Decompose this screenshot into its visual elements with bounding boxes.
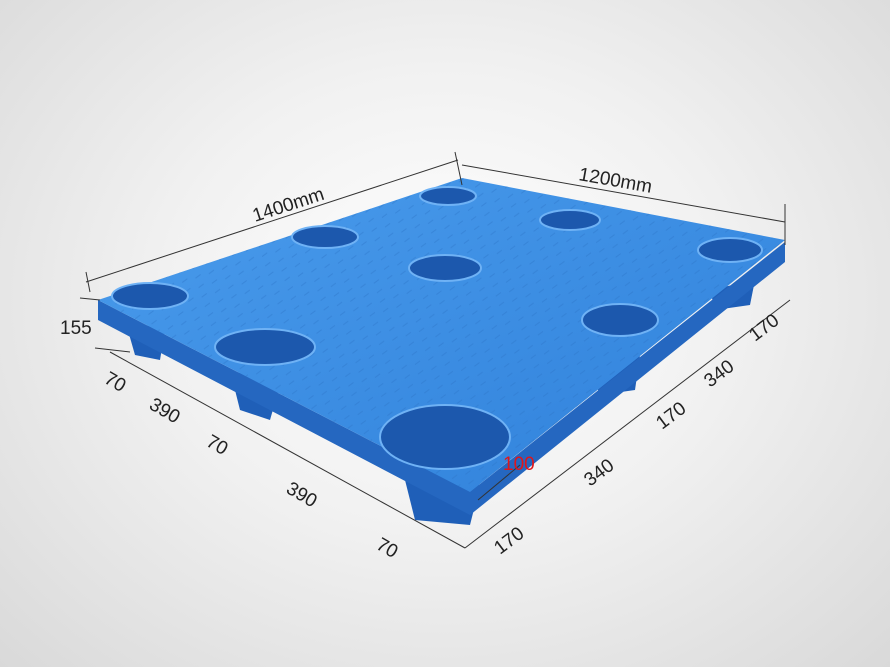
dimension-right-3: 170 xyxy=(652,398,690,434)
dimension-height: 155 xyxy=(60,318,92,339)
dimension-left-2: 390 xyxy=(146,394,184,428)
dimension-lines xyxy=(79,151,791,549)
pallet-side xyxy=(98,242,785,515)
pallet-cups xyxy=(111,186,763,470)
dimension-right-4: 340 xyxy=(700,356,738,392)
dimension-width: 1200mm xyxy=(577,164,653,198)
dimension-foot: 100 xyxy=(503,454,535,475)
dimension-right-5: 170 xyxy=(745,310,783,346)
dimension-left-1: 70 xyxy=(101,368,130,397)
dimension-right-1: 170 xyxy=(490,523,528,559)
dimension-left-4: 390 xyxy=(283,478,321,512)
dimension-right-2: 340 xyxy=(580,455,618,491)
dimension-left-3: 70 xyxy=(203,431,232,460)
dimension-length: 1400mm xyxy=(250,184,327,227)
dimension-left-5: 70 xyxy=(373,534,402,563)
